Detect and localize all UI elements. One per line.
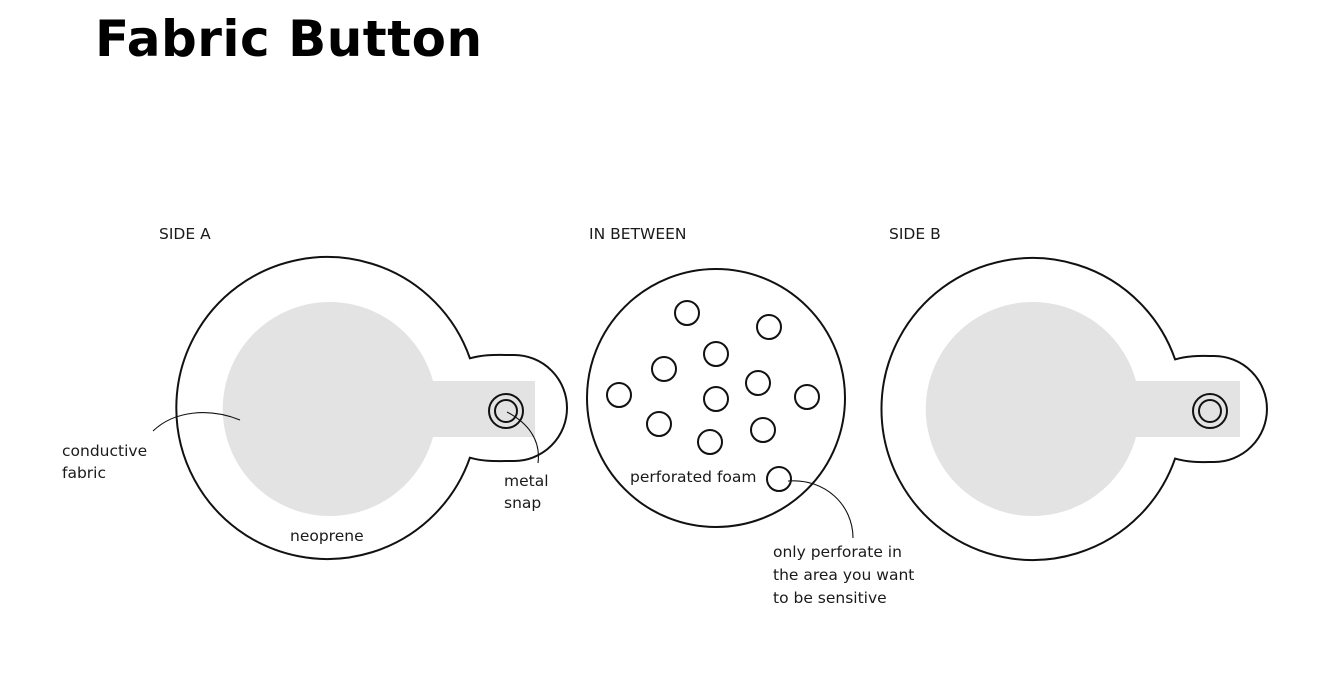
- conductive-fabric-label-line: fabric: [62, 464, 106, 482]
- in-between-label: IN BETWEEN: [589, 225, 687, 243]
- perforate-note-label-line: the area you want: [773, 566, 914, 584]
- perforate-note-label-line: to be sensitive: [773, 589, 887, 607]
- page-title: Fabric Button: [95, 10, 483, 68]
- perforate-note-label: only perforate in the area you want to b…: [773, 543, 919, 607]
- side-b-conductive-fabric: [925, 302, 1240, 516]
- side-a-panel: SIDE A conductive fabric neoprene metal …: [62, 225, 568, 560]
- perforation-hole: [745, 370, 771, 396]
- metal-snap-label: metal snap: [504, 472, 553, 512]
- conductive-fabric-label-line: conductive: [62, 442, 147, 460]
- metal-snap-label-line: snap: [504, 494, 541, 512]
- perforate-note-leader: [787, 480, 854, 539]
- perforation-hole: [651, 356, 677, 382]
- perforation-hole: [756, 314, 782, 340]
- side-a-metal-snap: [488, 393, 524, 429]
- conductive-fabric-label: conductive fabric: [62, 442, 152, 482]
- in-between-panel: IN BETWEEN perforated foam only perforat…: [586, 225, 919, 607]
- perforation-hole: [606, 382, 632, 408]
- metal-snap-leader: [506, 411, 539, 464]
- perforation-hole: [646, 411, 672, 437]
- perforate-note-label-line: only perforate in: [773, 543, 902, 561]
- neoprene-label: neoprene: [290, 527, 364, 545]
- perforation-hole: [703, 386, 729, 412]
- perforated-foam-label: perforated foam: [630, 468, 756, 486]
- perforation-hole: [697, 429, 723, 455]
- side-b-label: SIDE B: [889, 225, 941, 243]
- side-a-conductive-fabric: [222, 302, 535, 516]
- perforation-hole: [703, 341, 729, 367]
- side-b-metal-snap: [1192, 393, 1228, 429]
- side-a-label: SIDE A: [159, 225, 211, 243]
- conductive-fabric-leader: [152, 412, 241, 432]
- perforation-hole: [766, 466, 792, 492]
- perforation-hole: [674, 300, 700, 326]
- perforation-hole: [750, 417, 776, 443]
- perforation-holes: [606, 300, 820, 492]
- metal-snap-label-line: metal: [504, 472, 549, 490]
- perforation-hole: [794, 384, 820, 410]
- side-b-panel: SIDE B: [880, 225, 1268, 561]
